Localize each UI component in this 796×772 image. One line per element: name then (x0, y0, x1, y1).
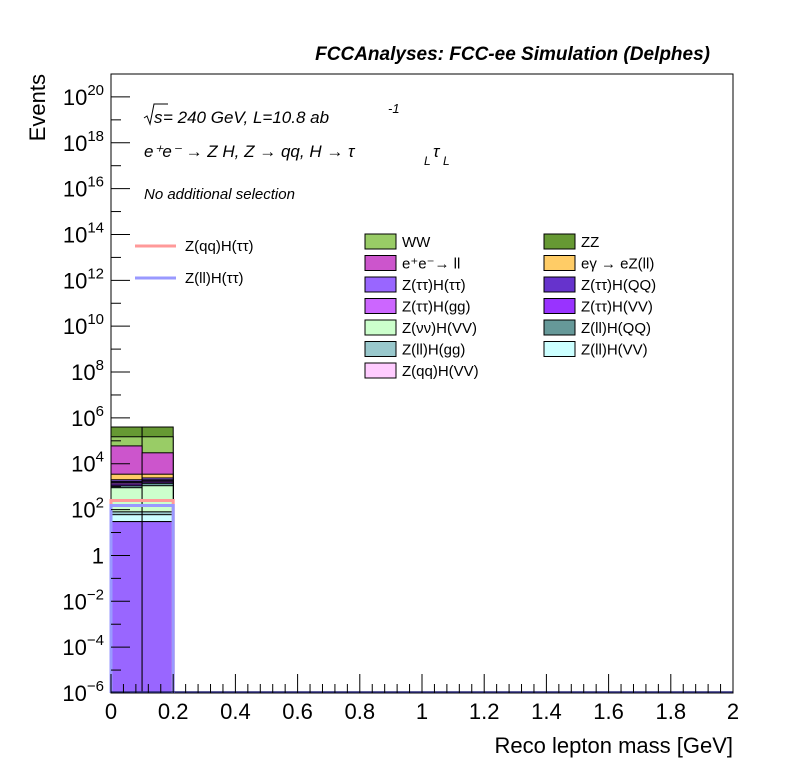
energy-lumi-text: = 240 GeV, L=10.8 ab (163, 108, 329, 127)
y-tick-label: 1014 (63, 219, 104, 247)
y-tick-label: 106 (71, 403, 104, 431)
y-tick-label: 1 (92, 543, 104, 568)
plot-frame (110, 73, 734, 694)
sqrt-sign (143, 103, 168, 126)
y-tick-label: 1016 (63, 174, 104, 202)
legend-label: Z(ττ)H(VV) (581, 299, 653, 316)
y-axis: 10−6 10−4 10−2 1 102 104 106 108 1010 1012 1014 101… (62, 73, 130, 706)
process-sub-2: L (443, 154, 450, 168)
x-tick-label: 1 (416, 699, 428, 724)
legend-label: Z(ll)H(QQ) (581, 320, 651, 337)
signal-line-1 (109, 504, 175, 693)
y-tick-label: 10−4 (62, 632, 104, 660)
y-tick-label: 102 (71, 495, 104, 523)
legend-signal-label: Z(qq)H(ττ) (185, 238, 254, 255)
y-tick-label: 10−2 (62, 586, 104, 614)
x-axis: 0 0.2 0.4 0.6 0.8 1 1.2 1.4 1.6 1.8 2 (105, 674, 739, 724)
x-tick-label: 0.6 (282, 699, 313, 724)
legend-label: Z(ll)H(gg) (402, 342, 465, 359)
x-tick-label: 1.8 (656, 699, 687, 724)
legend-swatch (364, 255, 397, 271)
y-tick-label: 1018 (63, 128, 104, 156)
annotation-block: s = 240 GeV, L=10.8 ab -1 e⁺e⁻ → Z H, Z … (143, 101, 450, 203)
x-tick-label: 0.2 (158, 699, 189, 724)
y-tick-label: 1020 (63, 82, 104, 110)
legend-label: Z(ττ)H(ττ) (402, 277, 466, 294)
legend-swatch (543, 276, 576, 293)
legend-swatch (364, 298, 397, 314)
energy-symbol: s (154, 108, 163, 127)
x-tick-label: 1.2 (469, 699, 500, 724)
legend-label: Z(ττ)H(QQ) (581, 277, 656, 294)
legend-swatch (543, 233, 576, 250)
x-tick-label: 1.4 (531, 699, 562, 724)
chart-title: FCCAnalyses: FCC-ee Simulation (Delphes) (315, 44, 710, 65)
process-text: e⁺e⁻ → Z H, Z → qq, H → τ (144, 142, 356, 161)
legend-swatch (543, 298, 576, 314)
legend-label: Z(qq)H(VV) (402, 363, 479, 380)
stack-bars (110, 426, 174, 694)
legend-swatch (364, 276, 397, 293)
y-tick-label: 104 (71, 449, 104, 477)
y-tick-label: 10−6 (62, 678, 104, 706)
x-tick-label: 1.6 (593, 699, 624, 724)
y-tick-label: 1010 (63, 311, 104, 339)
lumi-exponent: -1 (388, 101, 400, 116)
x-tick-label: 0.4 (220, 699, 251, 724)
x-axis-title: Reco lepton mass [GeV] (495, 733, 733, 758)
legend-swatch (364, 233, 397, 250)
signal-lines (109, 498, 733, 693)
bar-base-band-bin1 (141, 521, 174, 694)
x-tick-label: 0.8 (345, 699, 376, 724)
process-sub-1: L (424, 154, 431, 168)
x-tick-label: 0 (105, 699, 117, 724)
legend-swatch (543, 341, 576, 357)
legend-swatch (543, 255, 576, 271)
legend-label: Z(ll)H(VV) (581, 342, 648, 359)
legend-label: Z(ττ)H(gg) (402, 299, 471, 316)
legend-swatch (543, 319, 576, 336)
legend-label: Z(νν)H(VV) (402, 320, 477, 337)
y-axis-title: Events (25, 74, 50, 141)
legend-swatch (364, 362, 397, 379)
x-tick-label: 2 (727, 699, 739, 724)
selection-note: No additional selection (144, 186, 295, 203)
y-tick-label: 1012 (63, 265, 104, 293)
y-tick-label: 108 (71, 357, 104, 385)
legend-signal-label: Z(ll)H(ττ) (185, 270, 244, 287)
legend-swatch (364, 341, 397, 357)
legend-label: e⁺e⁻→ ll (402, 256, 460, 273)
legend-label: eγ → eZ(ll) (581, 256, 654, 273)
bar-base-band-bin0 (110, 521, 143, 694)
legend-backgrounds: WW ZZ e⁺e⁻→ ll eγ → eZ(ll) Z(ττ)H(ττ) Z(ττ)H(… (364, 233, 656, 380)
legend-label: WW (402, 234, 431, 251)
legend-swatch (364, 319, 397, 336)
legend-signals: Z(qq)H(ττ) Z(ll)H(ττ) (135, 238, 254, 287)
process-tau-2: τ (433, 142, 441, 161)
legend-label: ZZ (581, 234, 599, 251)
